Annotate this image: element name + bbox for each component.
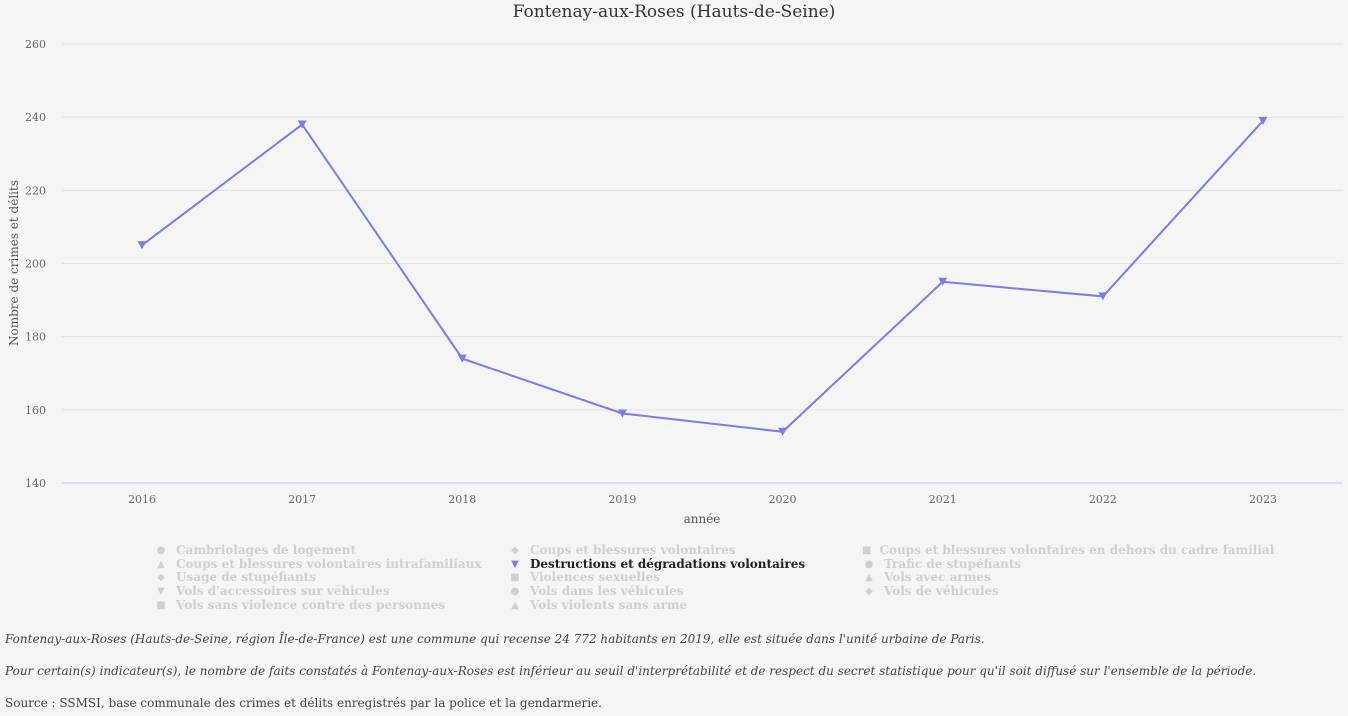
legend-item[interactable]: ▲ Vols avec armes	[862, 571, 1254, 585]
y-tick-label: 140	[25, 477, 46, 490]
legend-label: Vols avec armes	[884, 570, 991, 585]
legend-item[interactable]: ▲ Coups et blessures volontaires intrafam…	[154, 556, 508, 572]
data-point[interactable]	[617, 409, 627, 418]
legend-item[interactable]: ▼ Destructions et dégradations volontaire…	[508, 556, 862, 572]
legend-marker-icon: ◆	[865, 586, 873, 598]
y-tick-label: 260	[25, 38, 46, 51]
legend-item[interactable]: ◆ Vols de véhicules	[862, 584, 1254, 599]
y-tick-label: 160	[25, 404, 46, 417]
legend-item[interactable]: ● Cambriolages de logement	[154, 543, 508, 558]
legend-marker-icon: ▲	[511, 599, 519, 611]
legend-label: Cambriolages de logement	[176, 543, 356, 557]
x-tick-label: 2019	[608, 493, 636, 506]
y-axis-ticks: 140 160 180 200 220 240 260	[25, 38, 46, 490]
commune-description: Fontenay-aux-Roses (Hauts-de-Seine, régi…	[5, 632, 985, 646]
data-point[interactable]	[297, 120, 307, 129]
data-point[interactable]	[938, 277, 948, 286]
legend-marker-icon: ◆	[511, 545, 519, 556]
x-axis-label: année	[684, 512, 721, 526]
legend-marker-icon: ●	[510, 586, 520, 598]
x-tick-label: 2023	[1249, 493, 1277, 506]
x-tick-label: 2021	[929, 493, 957, 506]
legend-label: Coups et blessures volontaires intrafami…	[176, 556, 482, 571]
legend-marker-icon: ■	[156, 599, 166, 611]
legend-marker-icon: ◆	[157, 572, 165, 584]
legend-label: Coups et blessures volontaires en dehors…	[879, 543, 1275, 557]
data-point[interactable]	[1098, 292, 1108, 301]
legend-item[interactable]: ● Vols dans les véhicules	[508, 584, 862, 599]
legend-item[interactable]: ▼ Vols d'accessoires sur véhicules	[154, 584, 508, 599]
series-line	[141, 120, 1264, 433]
legend-item[interactable]: ◆ Coups et blessures volontaires	[508, 543, 862, 558]
legend-label: Trafic de stupéfiants	[884, 556, 1022, 571]
y-tick-label: 240	[25, 111, 46, 124]
legend-item[interactable]: ◆ Usage de stupéfiants	[154, 571, 508, 585]
legend-marker-icon: ▼	[157, 586, 165, 598]
legend-label: Usage de stupéfiants	[176, 570, 316, 585]
legend-marker-icon: ▲	[865, 572, 873, 584]
legend-label: Vols violents sans arme	[530, 597, 688, 612]
chart-title: Fontenay-aux-Roses (Hauts-de-Seine)	[513, 2, 836, 22]
legend-item[interactable]: ▲ Vols violents sans arme	[508, 597, 862, 613]
legend-marker-icon: ■	[862, 545, 872, 556]
legend-item[interactable]: ■ Coups et blessures volontaires en dehor…	[862, 543, 1274, 558]
source-note: Source : SSMSI, base communale des crime…	[5, 696, 602, 710]
legend-label: Destructions et dégradations volontaires	[530, 556, 806, 571]
x-axis-ticks: 2016 2017 2018 2019 2020 2021 2022 2023	[128, 493, 1277, 506]
y-axis-label: Nombre de crimes et délits	[7, 180, 21, 346]
legend-label: Vols sans violence contre des personnes	[176, 597, 446, 612]
x-tick-label: 2022	[1089, 493, 1117, 506]
legend-label: Violences sexuelles	[530, 570, 660, 585]
legend-marker-icon: ■	[510, 572, 520, 584]
legend-marker-icon: ▲	[157, 558, 165, 570]
legend-item[interactable]: ■ Vols sans violence contre des personnes	[154, 597, 508, 613]
y-tick-label: 200	[25, 258, 46, 271]
legend-item[interactable]: ● Trafic de stupéfiants	[862, 556, 1254, 572]
data-point[interactable]	[457, 354, 467, 363]
y-tick-label: 220	[25, 184, 46, 197]
threshold-note: Pour certain(s) indicateur(s), le nombre…	[5, 664, 1257, 678]
x-tick-label: 2016	[128, 493, 156, 506]
series-destructions	[137, 116, 1268, 436]
grid-lines	[62, 43, 1343, 411]
line-chart: Fontenay-aux-Roses (Hauts-de-Seine) 1401…	[7, 2, 1343, 526]
legend-item[interactable]: ■ Violences sexuelles	[508, 571, 862, 585]
data-point[interactable]	[1258, 116, 1268, 125]
legend-marker-icon: ●	[156, 545, 166, 556]
legend: ● Cambriolages de logement ◆ Coups et bless…	[154, 543, 1274, 613]
legend-marker-icon: ▼	[511, 558, 519, 570]
legend-label: Coups et blessures volontaires	[530, 543, 736, 557]
legend-label: Vols de véhicules	[884, 584, 999, 599]
x-tick-label: 2017	[288, 493, 316, 506]
data-point[interactable]	[778, 427, 788, 436]
legend-marker-icon: ●	[864, 558, 874, 570]
data-point[interactable]	[137, 241, 147, 250]
legend-label: Vols d'accessoires sur véhicules	[176, 584, 390, 599]
y-tick-label: 180	[25, 331, 46, 344]
x-tick-label: 2018	[448, 493, 476, 506]
legend-label: Vols dans les véhicules	[530, 584, 684, 599]
x-tick-label: 2020	[769, 493, 797, 506]
